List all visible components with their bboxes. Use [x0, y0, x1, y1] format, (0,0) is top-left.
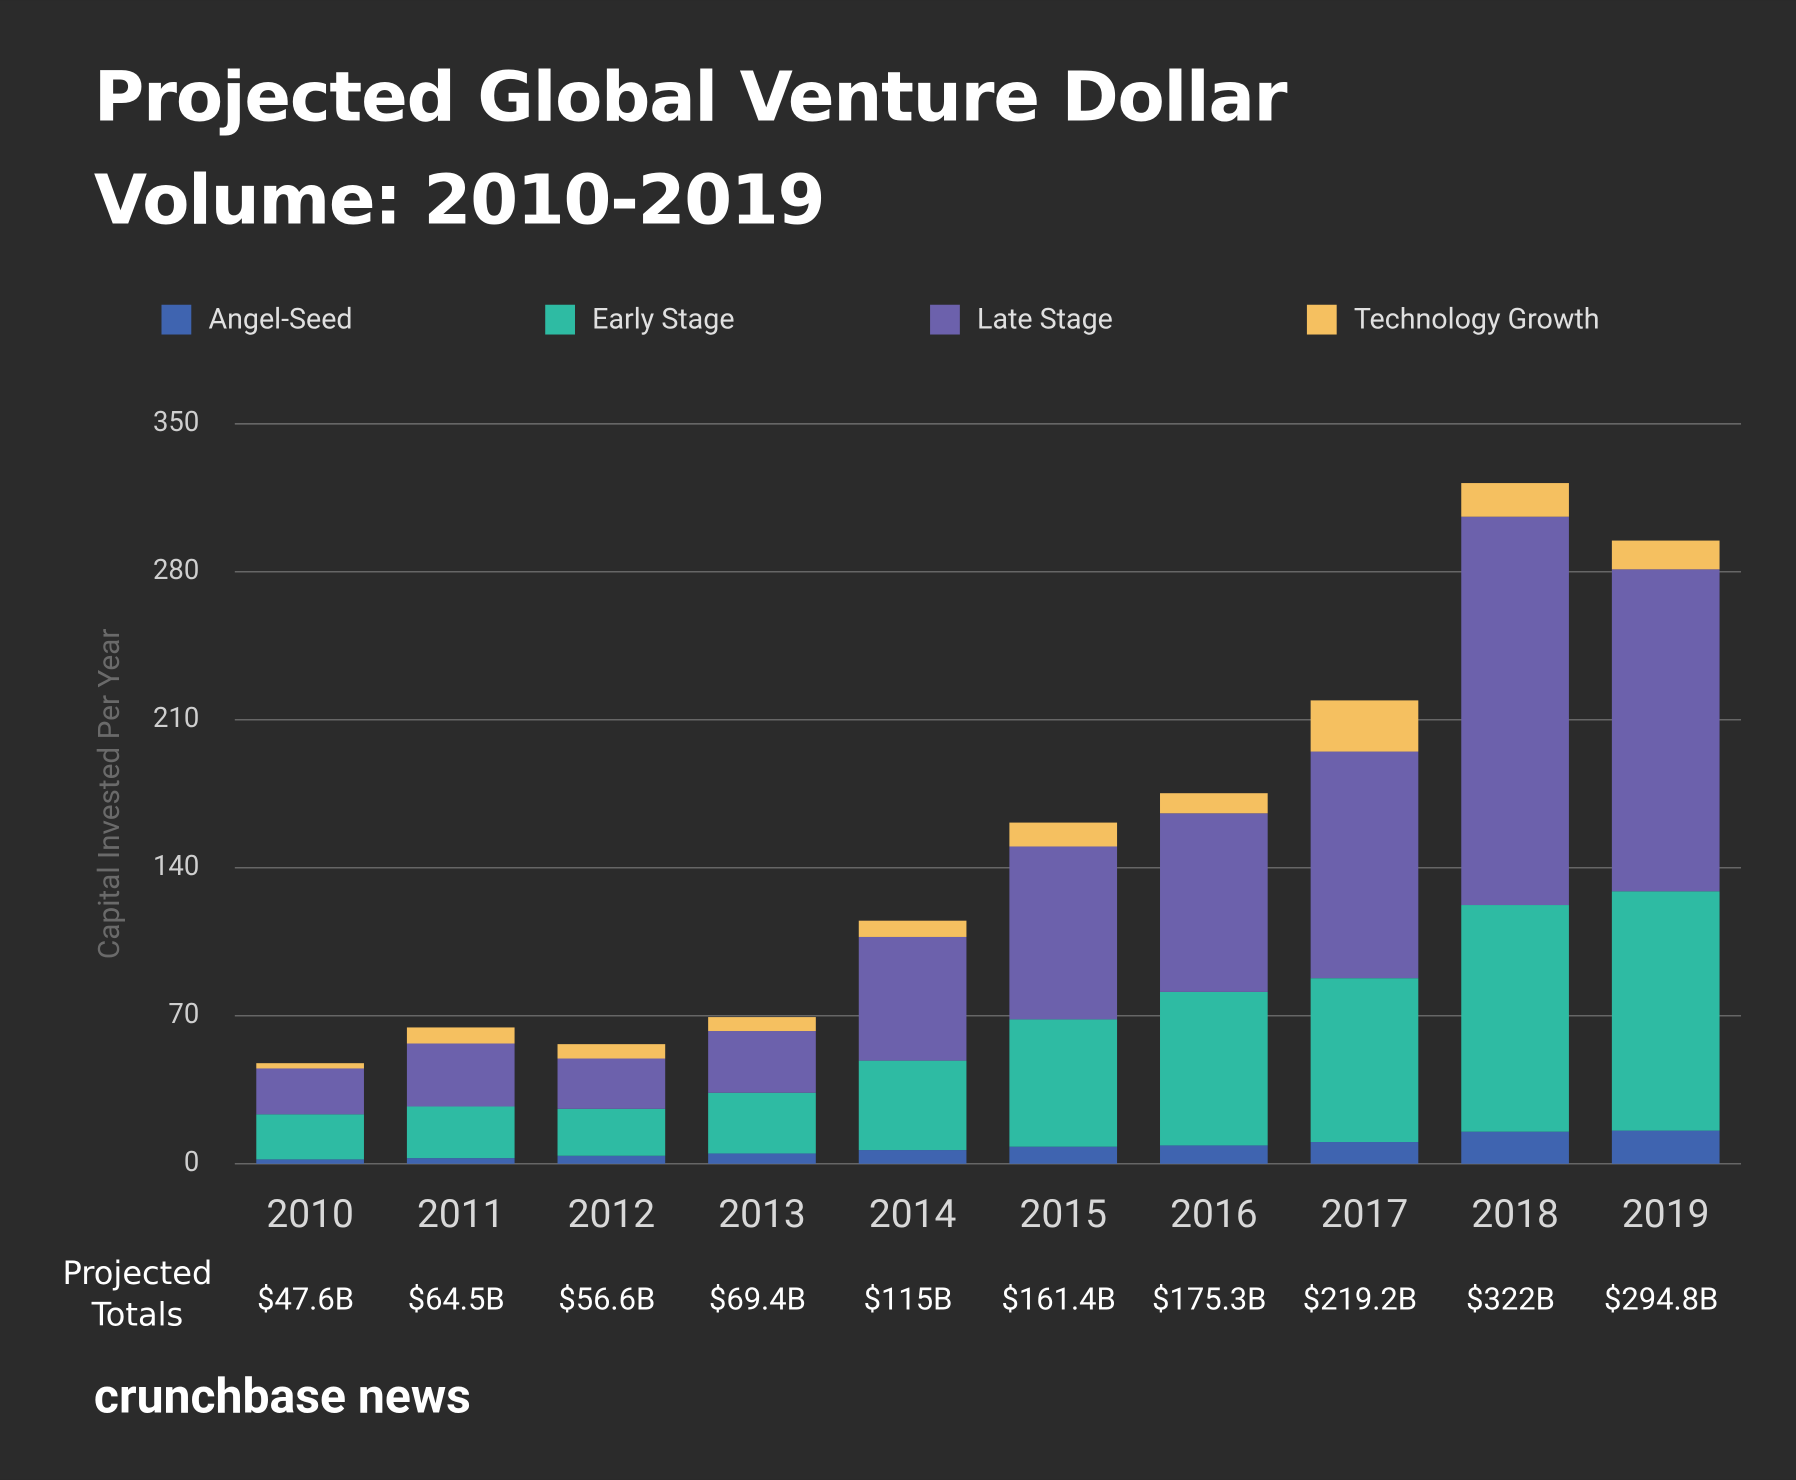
x-tick-label: 2013: [718, 1191, 806, 1237]
bar-segment: [1310, 1142, 1419, 1164]
bar-segment: [1009, 1019, 1118, 1147]
bar-segment: [256, 1114, 364, 1160]
bar-segment: [1461, 483, 1569, 517]
total-label: $64.5B: [408, 1280, 505, 1317]
bar-segment: [1310, 751, 1419, 979]
total-label: $56.6B: [558, 1280, 655, 1317]
x-tick-label: 2019: [1622, 1191, 1710, 1237]
legend-label: Late Stage: [977, 301, 1113, 335]
total-label: $294.8B: [1604, 1280, 1718, 1317]
y-axis-title: Capital Invested Per Year: [92, 629, 127, 960]
bar-segment: [1160, 813, 1268, 992]
bar-segment: [1310, 978, 1419, 1143]
bar-segment: [1160, 1145, 1268, 1164]
legend-label: Technology Growth: [1354, 301, 1600, 335]
footer-brand: crunchbase news: [94, 1367, 471, 1424]
bar-segment: [1009, 1146, 1118, 1164]
bar-segment: [858, 1060, 967, 1151]
y-tick-label: 350: [153, 406, 199, 438]
total-label: $161.4B: [1002, 1280, 1116, 1317]
bar-segment: [557, 1044, 666, 1059]
bar-segment: [256, 1068, 364, 1115]
x-tick-label: 2014: [869, 1191, 957, 1237]
bar-segment: [1611, 569, 1720, 892]
bar-segment: [1310, 700, 1419, 752]
y-tick-label: 0: [184, 1146, 199, 1178]
bar-segment: [256, 1063, 364, 1069]
bar-segment: [1461, 1131, 1569, 1164]
bar-segment: [708, 1092, 816, 1154]
x-tick-label: 2016: [1170, 1191, 1258, 1237]
x-tick-label: 2012: [568, 1191, 656, 1237]
legend-label: Angel-Seed: [208, 301, 352, 335]
bar-segment: [256, 1159, 364, 1164]
bar-segment: [708, 1031, 816, 1093]
bar-segment: [406, 1158, 515, 1164]
bar-segment: [1611, 540, 1720, 570]
bar-segment: [858, 1150, 967, 1164]
total-label: $69.4B: [709, 1280, 806, 1317]
y-tick-label: 210: [153, 702, 199, 734]
bar-segment: [1009, 822, 1118, 847]
title-box: Projected Global Venture Dollar Volume: …: [93, 57, 1288, 241]
totals-label-box: Projected Totals: [62, 1254, 213, 1334]
legend-swatch: [1306, 304, 1337, 335]
y-tick-label: 280: [153, 554, 199, 586]
chart-title: Projected Global Venture Dollar Volume: …: [93, 57, 1288, 241]
total-label: $115B: [864, 1280, 953, 1317]
bar-segment: [858, 936, 967, 1061]
x-tick-label: 2018: [1471, 1191, 1559, 1237]
bar-segment: [1611, 1130, 1720, 1164]
bar-segment: [1009, 846, 1118, 1020]
total-label: $47.6B: [257, 1280, 354, 1317]
bar-segment: [1461, 516, 1569, 906]
bar-segment: [708, 1017, 816, 1032]
total-label: $175.3B: [1152, 1280, 1266, 1317]
totals-label: Projected Totals: [62, 1254, 213, 1334]
bar-segment: [1160, 991, 1268, 1146]
bar-segment: [708, 1153, 816, 1164]
bar-segment: [1461, 905, 1569, 1132]
bar-segment: [1160, 793, 1268, 814]
x-tick-label: 2010: [266, 1191, 354, 1237]
x-tick-label: 2017: [1321, 1191, 1409, 1237]
total-label: $219.2B: [1303, 1280, 1417, 1317]
bar-segment: [406, 1043, 515, 1107]
legend-swatch: [545, 304, 575, 335]
total-label: $322B: [1466, 1280, 1555, 1317]
bar-segment: [858, 920, 967, 937]
bar-segment: [557, 1058, 666, 1109]
bar-segment: [557, 1108, 666, 1156]
x-tick-label: 2011: [417, 1191, 505, 1237]
legend-swatch: [930, 304, 960, 335]
y-tick-label: 140: [153, 850, 199, 882]
bar-segment: [406, 1106, 515, 1159]
bar-segment: [557, 1155, 666, 1164]
bar-segment: [406, 1027, 515, 1044]
legend-label: Early Stage: [592, 301, 734, 335]
legend-swatch: [161, 304, 192, 335]
bar-segment: [1611, 891, 1720, 1131]
x-tick-label: 2015: [1019, 1191, 1107, 1237]
y-tick-label: 70: [168, 998, 199, 1030]
